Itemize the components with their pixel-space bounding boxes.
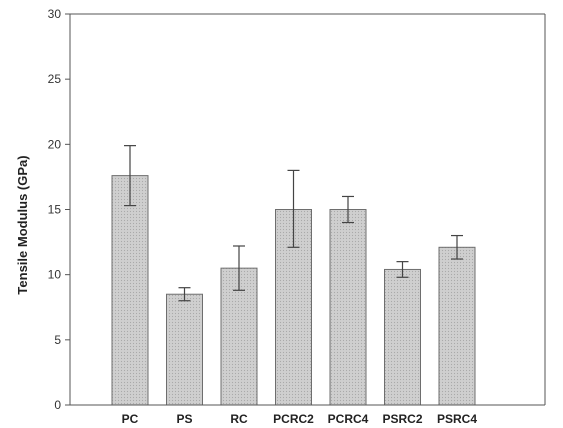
x-tick-label-pcrc4: PCRC4: [328, 412, 369, 426]
y-tick-label: 25: [48, 72, 62, 86]
x-tick-label-psrc4: PSRC4: [437, 412, 477, 426]
error-bar-pcrc4: [342, 195, 354, 224]
error-bar-psrc2: [396, 261, 409, 278]
bar-pc: [111, 175, 149, 406]
y-ticks-layer: 0 5 10 15 20 25 30: [48, 7, 70, 412]
y-tick-label: 10: [48, 268, 62, 282]
y-tick-label: 20: [48, 137, 62, 151]
y-tick-label: 5: [54, 333, 61, 347]
bar-pcrc2: [275, 209, 312, 406]
x-tick-label-pcrc2: PCRC2: [273, 412, 314, 426]
y-tick-label: 15: [48, 203, 62, 217]
error-bar-pc: [124, 145, 136, 207]
bars-layer: [111, 175, 476, 406]
x-tick-label-ps: PS: [176, 412, 192, 426]
bar-psrc2: [384, 268, 421, 406]
bar-pcrc4: [329, 209, 367, 406]
x-tick-label-rc: RC: [230, 412, 248, 426]
error-bar-psrc4: [451, 234, 463, 260]
bar-psrc4: [438, 246, 476, 406]
x-tick-label-pc: PC: [122, 412, 139, 426]
error-bar-rc: [233, 245, 245, 291]
error-bar-pcrc2: [287, 169, 300, 248]
y-tick-label: 0: [54, 398, 61, 412]
error-bar-ps: [178, 287, 191, 302]
bar-ps: [166, 293, 203, 406]
y-axis-title: Tensile Modulus (GPa): [15, 155, 30, 294]
error-bars-layer: [124, 145, 463, 302]
x-labels-layer: PC PS RC PCRC2 PCRC4 PSRC2 PSRC4: [122, 412, 478, 426]
y-tick-label: 30: [48, 7, 62, 21]
x-tick-label-psrc2: PSRC2: [382, 412, 422, 426]
